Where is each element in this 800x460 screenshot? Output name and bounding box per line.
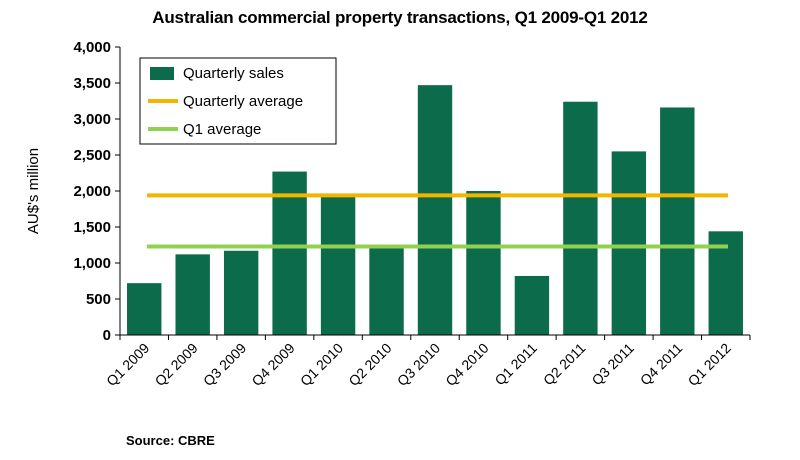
y-tick-label: 1,000 <box>73 255 111 272</box>
bar <box>272 171 307 335</box>
average-lines <box>147 193 728 249</box>
y-tick-label: 0 <box>103 327 111 344</box>
bar <box>175 254 210 335</box>
y-axis-ticks: 0 500 1,000 1,500 2,000 2,500 3,000 3,500 4,000 <box>73 39 120 344</box>
x-tick-label: Q1 2010 <box>297 340 346 389</box>
x-tick-label: Q1 2011 <box>491 340 540 389</box>
x-tick-label: Q2 2011 <box>540 340 589 389</box>
bar-series <box>127 85 743 335</box>
legend-label: Quarterly sales <box>183 65 284 82</box>
x-tick-label: Q4 2009 <box>248 340 297 389</box>
bar <box>514 275 550 335</box>
legend-label: Q1 average <box>183 121 261 138</box>
bar <box>466 191 501 335</box>
y-axis-label: AU$'s million <box>25 148 42 234</box>
bar <box>611 151 647 335</box>
x-axis-labels: Q1 2009 Q2 2009 Q3 2009 Q4 2009 Q1 2010 Q2 20… <box>103 335 751 389</box>
y-tick-label: 3,500 <box>73 75 111 92</box>
source-note: Source: CBRE <box>126 433 215 448</box>
x-tick-label: Q1 2012 <box>685 340 734 389</box>
bar <box>563 101 598 335</box>
legend-swatch <box>150 67 174 80</box>
legend-label: Quarterly average <box>183 93 303 110</box>
bar <box>369 247 404 335</box>
y-tick-label: 2,000 <box>73 183 111 200</box>
bar <box>708 231 743 335</box>
bar <box>417 85 453 335</box>
x-tick-label: Q2 2009 <box>152 340 201 389</box>
x-tick-label: Q4 2010 <box>442 340 491 389</box>
x-tick-label: Q3 2009 <box>200 340 249 389</box>
x-tick-label: Q3 2011 <box>588 340 637 389</box>
y-tick-label: 3,000 <box>73 111 111 128</box>
x-tick-label: Q2 2010 <box>345 340 394 389</box>
legend: Quarterly sales Quarterly average Q1 avera… <box>139 57 337 145</box>
bar <box>127 283 162 335</box>
chart-title: Australian commercial property transacti… <box>152 8 648 27</box>
y-tick-label: 2,500 <box>73 147 111 164</box>
y-tick-label: 4,000 <box>73 39 111 56</box>
bar <box>320 196 356 335</box>
x-tick-label: Q4 2011 <box>637 340 686 389</box>
y-tick-label: 1,500 <box>73 219 111 236</box>
bar <box>660 107 695 335</box>
bar <box>223 250 259 335</box>
x-tick-label: Q1 2009 <box>103 340 152 389</box>
y-tick-label: 500 <box>86 291 111 308</box>
x-tick-label: Q3 2010 <box>394 340 443 389</box>
